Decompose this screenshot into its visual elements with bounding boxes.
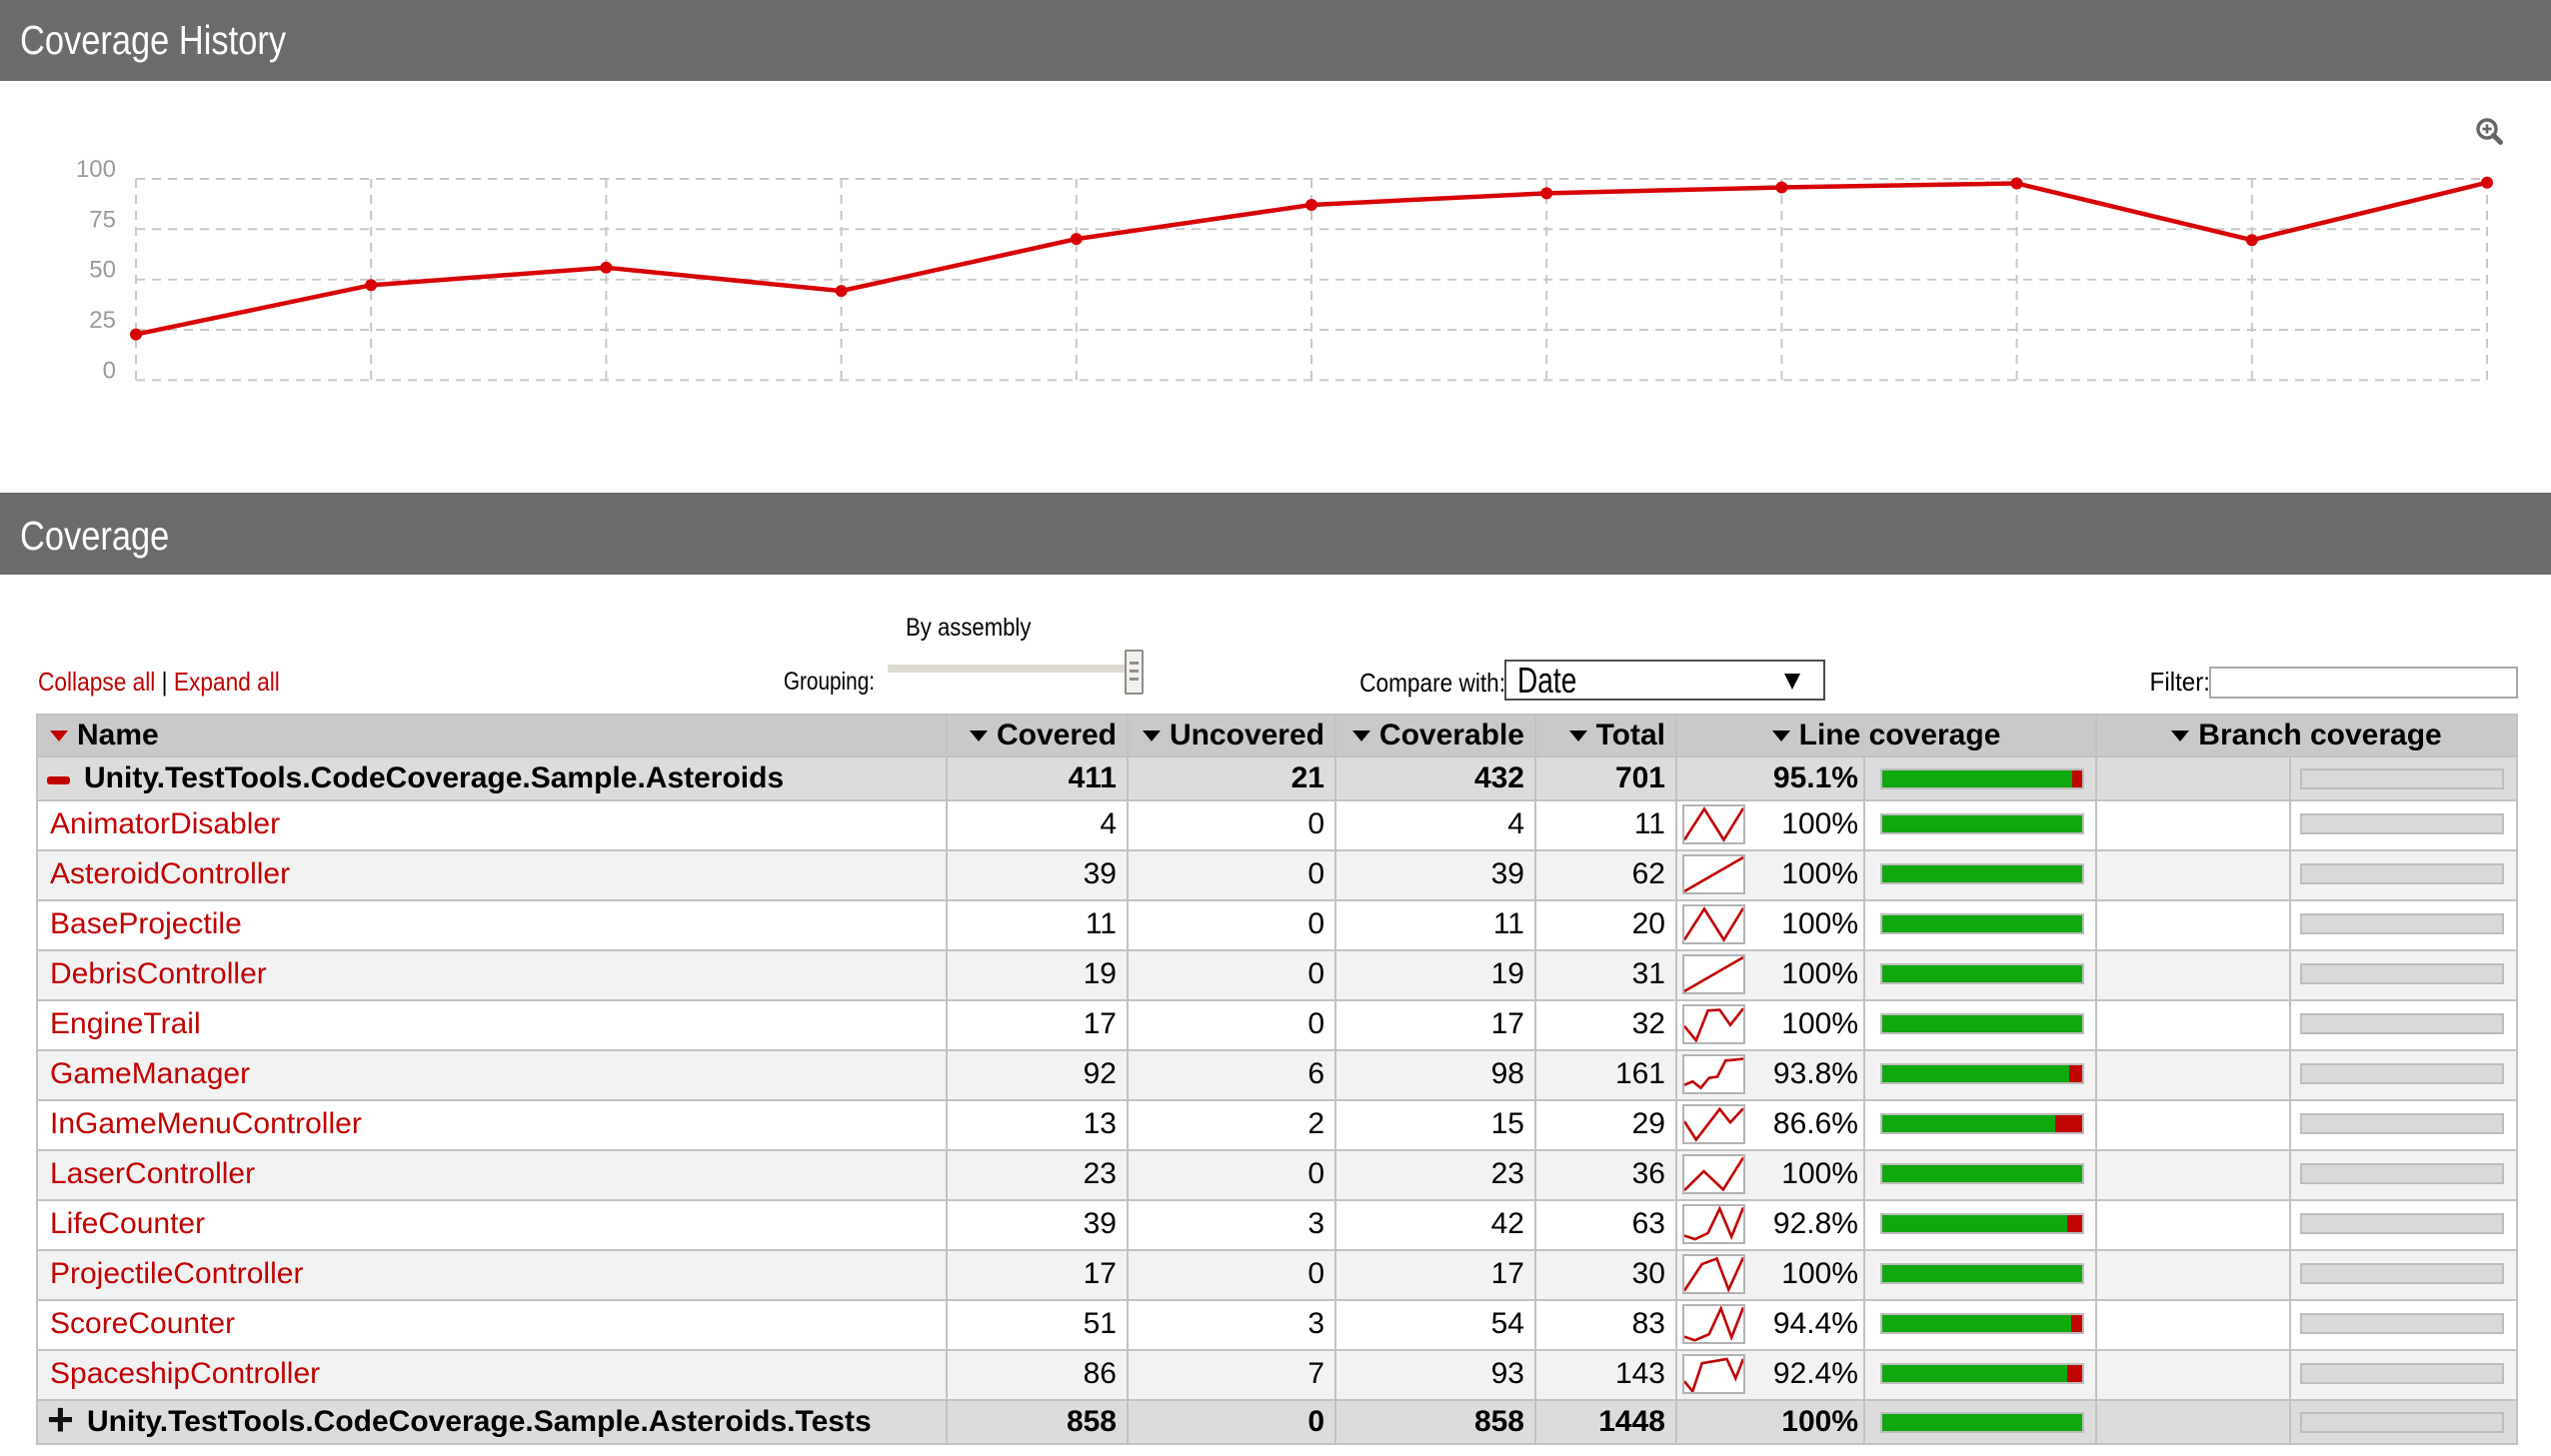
svg-text:50: 50 — [89, 257, 116, 284]
svg-text:0: 0 — [103, 357, 116, 384]
svg-text:75: 75 — [89, 206, 116, 233]
svg-text:25: 25 — [89, 307, 116, 334]
svg-text:100: 100 — [76, 156, 116, 183]
